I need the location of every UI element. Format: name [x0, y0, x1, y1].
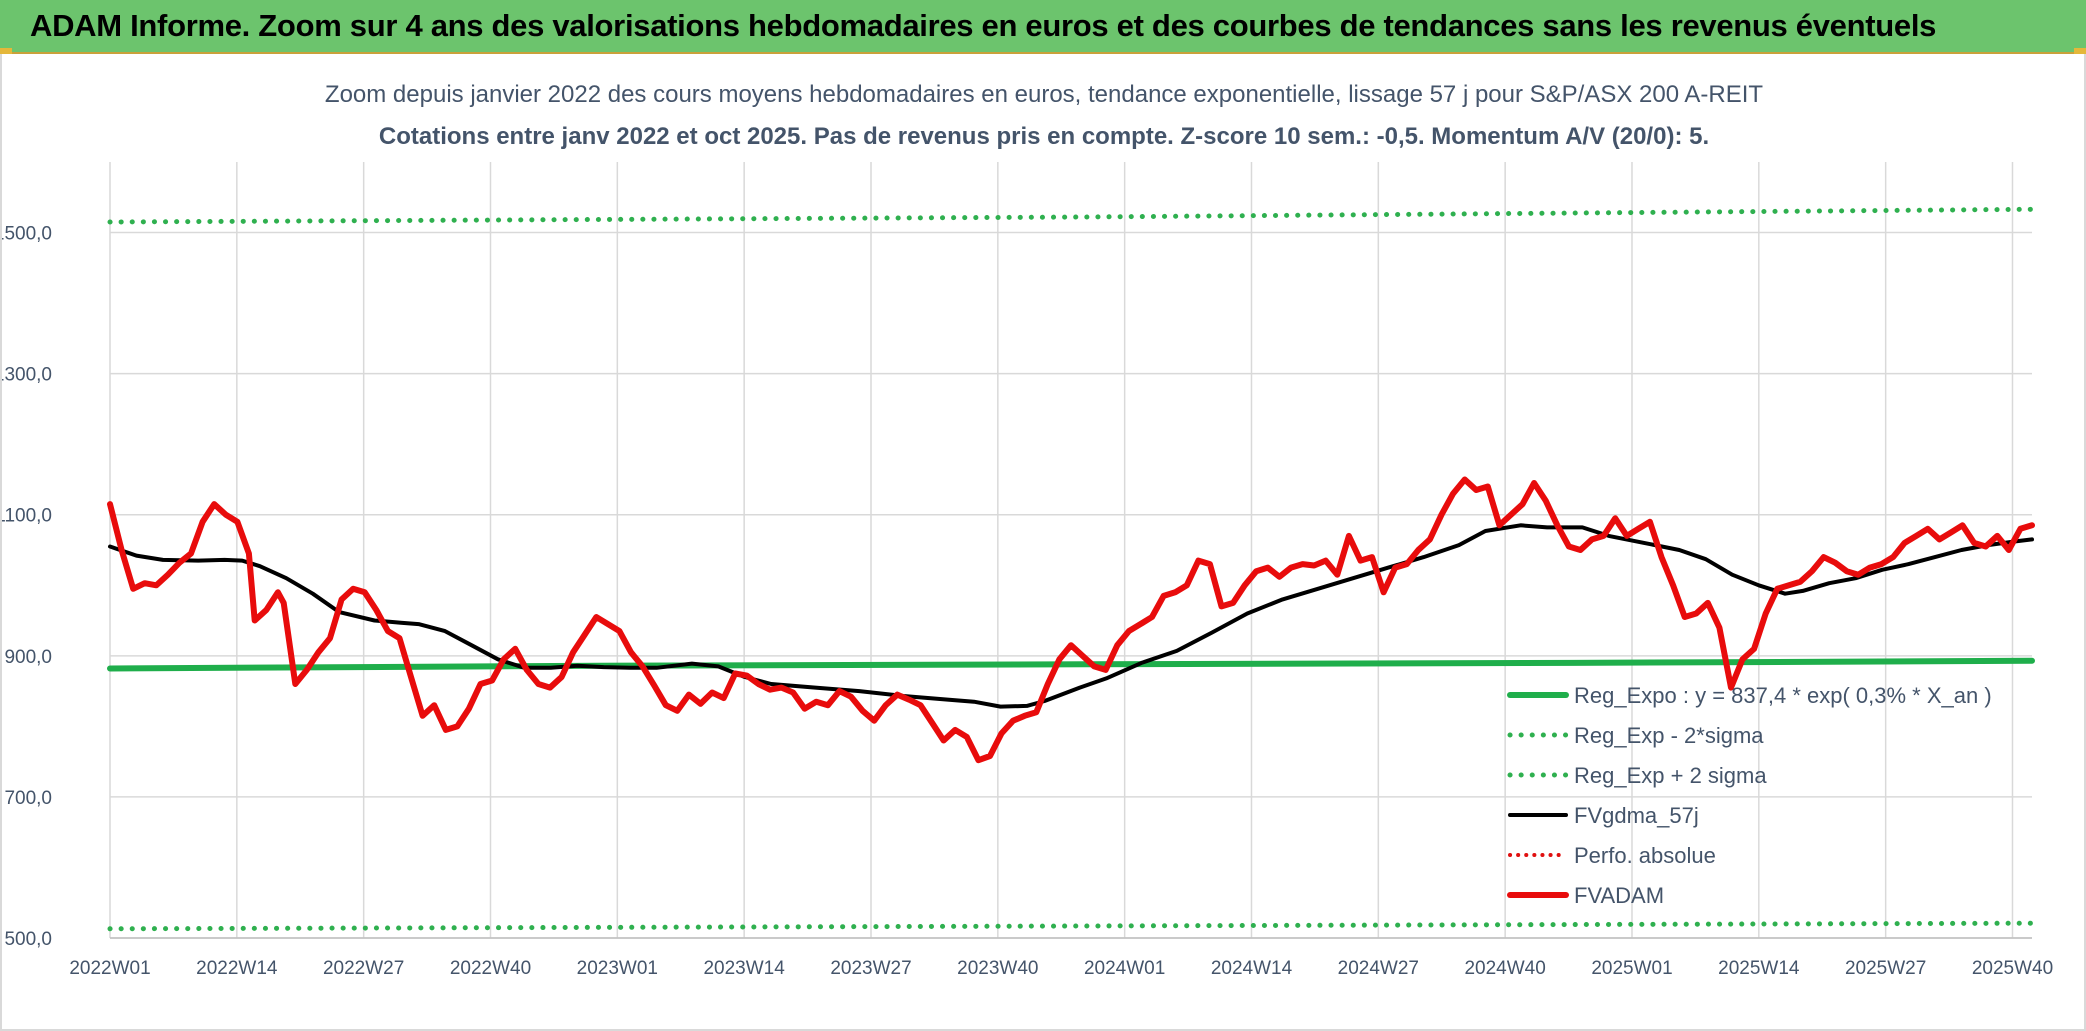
x-tick-label: 2024W01 [1084, 958, 1165, 979]
y-tick-label: 1500,0 [2, 224, 52, 245]
series-line-fvgdma [108, 523, 2034, 709]
legend-label-reg-plus: Reg_Exp + 2 sigma [1574, 763, 1767, 788]
y-tick-label: 1100,0 [2, 506, 52, 527]
report-title: ADAM Informe. Zoom sur 4 ans des valoris… [30, 8, 1937, 43]
x-tick-label: 2022W01 [69, 958, 150, 979]
legend-label-fvadam: FVADAM [1574, 883, 1664, 908]
x-tick-label: 2024W40 [1464, 958, 1545, 979]
chart-frame: Zoom depuis janvier 2022 des cours moyen… [0, 54, 2086, 1031]
chart-title: Zoom depuis janvier 2022 des cours moyen… [325, 81, 1764, 108]
legend-label-perfo: Perfo. absolue [1574, 843, 1716, 868]
legend-label-reg-minus: Reg_Exp - 2*sigma [1574, 723, 1764, 748]
legend: Reg_Expo : y = 837,4 * exp( 0,3% * X_an … [1507, 683, 1992, 908]
x-tick-label: 2025W01 [1591, 958, 1672, 979]
x-tick-label: 2025W27 [1845, 958, 1926, 979]
report-banner: ADAM Informe. Zoom sur 4 ans des valoris… [0, 0, 2086, 54]
y-tick-label: 500,0 [4, 929, 52, 950]
legend-label-reg-expo: Reg_Expo : y = 837,4 * exp( 0,3% * X_an … [1574, 683, 1992, 708]
corner-mark-left [0, 48, 12, 54]
series-line-reg-plus [107, 206, 2035, 225]
gridlines [109, 162, 2032, 939]
chart-subtitle: Cotations entre janv 2022 et oct 2025. P… [379, 123, 1709, 150]
x-tick-label: 2022W40 [450, 958, 531, 979]
y-tick-label: 700,0 [4, 788, 52, 809]
x-tick-label: 2024W27 [1338, 958, 1419, 979]
x-tick-label: 2025W40 [1972, 958, 2053, 979]
y-tick-label: 1300,0 [2, 365, 52, 386]
axes: 500,0 700,0 900,0 1100,0 1300,0 1500,0 2022W01… [2, 224, 2053, 979]
x-tick-label: 2022W27 [323, 958, 404, 979]
x-tick-label: 2023W27 [830, 958, 911, 979]
x-tick-label: 2025W14 [1718, 958, 1800, 979]
x-tick-label: 2022W14 [196, 958, 278, 979]
line-chart: Zoom depuis janvier 2022 des cours moyen… [2, 81, 2053, 979]
series-line-fvadam [107, 476, 2035, 764]
series [107, 206, 2035, 932]
x-tick-label: 2023W14 [703, 958, 785, 979]
x-tick-label: 2023W40 [957, 958, 1038, 979]
x-tick-label: 2023W01 [577, 958, 658, 979]
legend-label-fvgdma: FVgdma_57j [1574, 803, 1699, 828]
corner-mark-right [2074, 48, 2086, 54]
x-tick-label: 2024W14 [1211, 958, 1293, 979]
series-line-reg-minus [107, 920, 2035, 932]
y-tick-label: 900,0 [4, 647, 52, 668]
